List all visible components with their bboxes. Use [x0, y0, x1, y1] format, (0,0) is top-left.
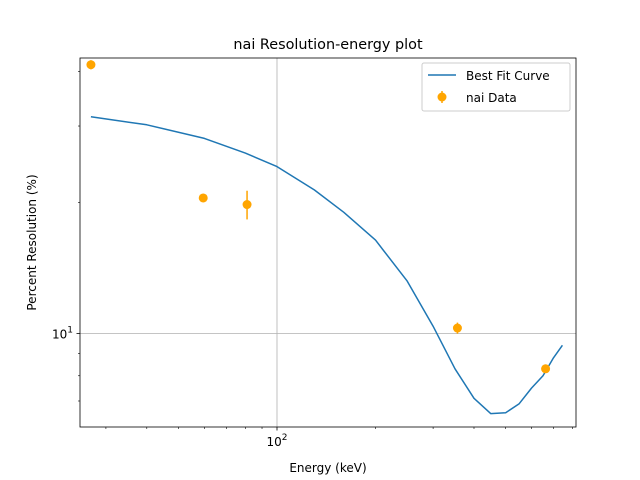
data-point [242, 200, 252, 210]
chart-title: nai Resolution-energy plot [233, 37, 423, 53]
data-point [541, 364, 551, 374]
legend-label-data: nai Data [466, 91, 517, 105]
series-layer [86, 60, 564, 415]
data-point [198, 193, 208, 203]
best-fit-curve [90, 116, 564, 415]
grid-layer [80, 58, 576, 427]
data-point [86, 60, 96, 70]
data-point [452, 323, 462, 333]
axes-frame [79, 57, 577, 428]
y-axis-label: Percent Resolution (%) [25, 174, 39, 310]
legend-marker-swatch [437, 92, 447, 102]
x-axis-label: Energy (keV) [289, 461, 366, 475]
legend: Best Fit Curve nai Data [421, 62, 571, 112]
legend-label-best-fit: Best Fit Curve [466, 69, 550, 83]
legend-frame [421, 62, 571, 112]
